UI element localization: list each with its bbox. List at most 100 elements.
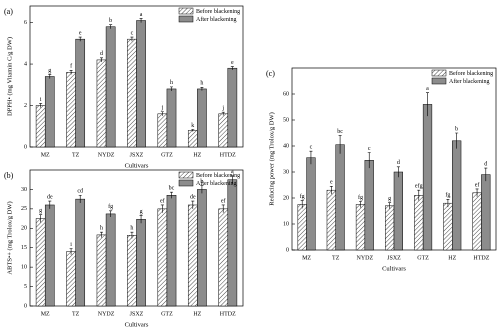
bar bbox=[393, 171, 403, 251]
y-tick-label: 0 bbox=[286, 247, 289, 253]
bar bbox=[44, 76, 55, 148]
error-bar bbox=[169, 191, 173, 199]
legend-label: Before blackening bbox=[196, 172, 240, 179]
significance-letter: bc bbox=[337, 129, 343, 135]
x-tick-label: HZ bbox=[448, 255, 456, 261]
significance-letter: d bbox=[100, 51, 103, 57]
error-bar bbox=[48, 74, 52, 79]
bar bbox=[443, 202, 453, 251]
y-tick-label: 4 bbox=[24, 61, 27, 67]
bar bbox=[187, 130, 198, 148]
bar bbox=[414, 195, 424, 251]
significance-letter: j bbox=[161, 105, 164, 111]
y-tick-label: 40 bbox=[283, 143, 289, 149]
significance-letter: g bbox=[140, 209, 143, 215]
error-bar bbox=[160, 204, 164, 213]
bar bbox=[197, 189, 207, 307]
significance-letter: i bbox=[70, 242, 72, 248]
error-bar bbox=[446, 199, 450, 208]
error-bar bbox=[100, 57, 104, 62]
significance-letter: h bbox=[200, 81, 203, 87]
y-tick-label: 5 bbox=[24, 284, 27, 290]
legend-swatch bbox=[431, 69, 447, 77]
x-tick-label: GTZ bbox=[161, 152, 173, 158]
x-tick-label: JSXZ bbox=[130, 152, 144, 158]
legend-label: After blackening bbox=[196, 180, 236, 187]
legend-swatch bbox=[178, 15, 194, 23]
significance-letter: cd bbox=[77, 189, 83, 195]
y-tick-label: 10 bbox=[283, 221, 289, 227]
x-axis-title: Cultivars bbox=[125, 321, 149, 328]
significance-letter: fg bbox=[108, 203, 113, 210]
significance-letter: h bbox=[100, 226, 103, 232]
bar bbox=[157, 208, 168, 307]
significance-letter: b bbox=[109, 18, 112, 24]
error-bar bbox=[139, 18, 143, 23]
bar bbox=[136, 219, 146, 307]
x-tick-label: HTDZ bbox=[220, 152, 236, 158]
error-bar bbox=[39, 103, 43, 108]
x-tick-label: NYDZ bbox=[98, 311, 115, 317]
bar bbox=[157, 113, 168, 148]
legend-label: Before blackening bbox=[196, 8, 240, 15]
y-tick-label: 50 bbox=[283, 117, 289, 123]
error-bar bbox=[230, 175, 234, 184]
x-tick-label: HTDZ bbox=[473, 255, 489, 261]
bar bbox=[472, 192, 482, 251]
bar bbox=[227, 179, 238, 307]
x-tick-label: MZ bbox=[41, 152, 50, 158]
significance-letter: ef bbox=[475, 181, 480, 188]
x-tick-label: HZ bbox=[193, 152, 201, 158]
y-tick-label: 0 bbox=[24, 303, 27, 309]
significance-letter: c bbox=[310, 145, 313, 151]
significance-letter: d bbox=[484, 161, 487, 167]
x-tick-label: JSXZ bbox=[130, 311, 144, 317]
error-bar bbox=[169, 86, 173, 92]
legend-swatch bbox=[178, 179, 194, 187]
significance-letter: g bbox=[388, 196, 391, 202]
error-bar bbox=[455, 132, 459, 149]
error-bar bbox=[69, 69, 73, 75]
significance-letter: e bbox=[79, 30, 82, 36]
y-tick-label: 20 bbox=[283, 195, 289, 201]
y-tick-label: 0 bbox=[24, 144, 27, 150]
error-bar bbox=[475, 188, 479, 197]
bar bbox=[218, 208, 229, 307]
bar bbox=[326, 189, 336, 251]
x-tick-label: TZ bbox=[332, 255, 340, 261]
x-tick-label: MZ bbox=[41, 311, 50, 317]
bar bbox=[105, 26, 116, 148]
error-bar bbox=[191, 129, 195, 132]
bar bbox=[306, 157, 316, 251]
bar bbox=[136, 20, 146, 148]
significance-letter: ef bbox=[221, 197, 226, 204]
x-axis-title: Cultivars bbox=[382, 265, 406, 272]
error-bar bbox=[109, 210, 113, 218]
bar bbox=[166, 88, 177, 148]
panel-label: (b) bbox=[4, 171, 14, 180]
legend-swatch bbox=[178, 7, 194, 15]
x-tick-label: GTZ bbox=[417, 255, 429, 261]
bar bbox=[127, 235, 137, 307]
error-bar bbox=[200, 185, 204, 194]
significance-letter: de bbox=[47, 194, 53, 200]
significance-letter: a bbox=[231, 169, 234, 175]
error-bar bbox=[100, 231, 104, 238]
error-bar bbox=[358, 201, 362, 208]
error-bar bbox=[329, 186, 333, 195]
bar bbox=[364, 160, 374, 251]
panel-label: (a) bbox=[4, 7, 13, 16]
significance-letter: b bbox=[200, 179, 203, 185]
error-bar bbox=[309, 150, 313, 165]
bar bbox=[105, 213, 116, 307]
legend-swatch bbox=[431, 77, 447, 85]
y-tick-label: 10 bbox=[21, 265, 27, 271]
error-bar bbox=[221, 111, 225, 116]
panel-label: (c) bbox=[266, 69, 275, 78]
bar bbox=[75, 38, 86, 148]
legend-label: After blackening bbox=[449, 78, 489, 85]
significance-letter: c bbox=[368, 146, 371, 152]
y-tick-label: 6 bbox=[24, 20, 27, 26]
x-tick-label: NYDZ bbox=[98, 152, 115, 158]
